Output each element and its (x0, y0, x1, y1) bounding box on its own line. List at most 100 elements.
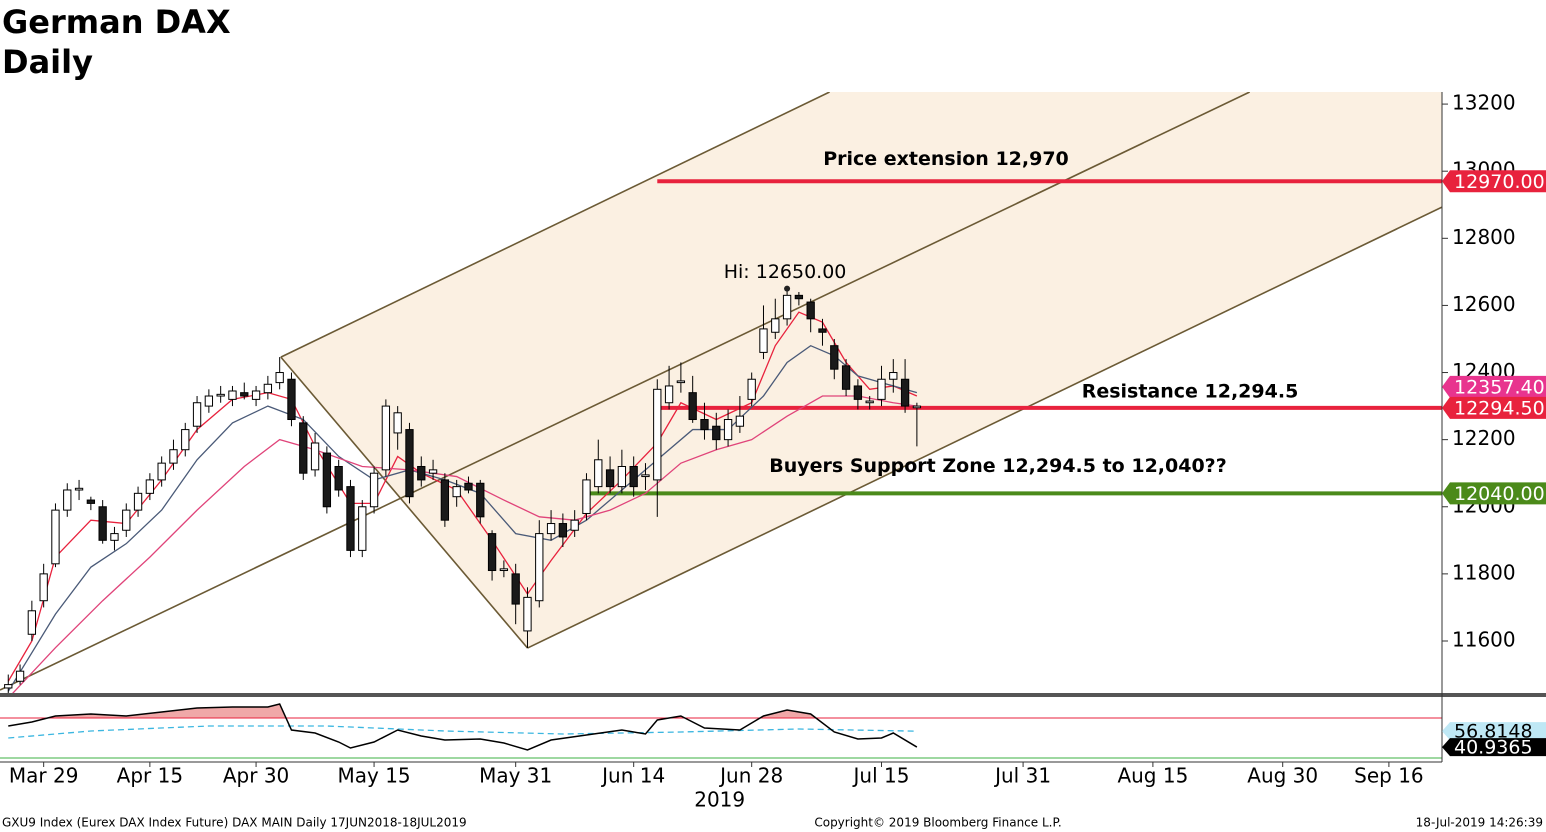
x-tick-label: Aug 15 (1117, 764, 1188, 788)
x-tick-label: Jun 14 (600, 764, 665, 788)
x-tick-label: Jul 31 (993, 764, 1051, 788)
candle-body (806, 301, 815, 320)
price-tag-label: 12040.00 (1454, 483, 1545, 505)
chart-subtitle: Daily (2, 43, 93, 81)
candle-body (4, 684, 13, 689)
price-tag (1442, 170, 1546, 193)
year-label: 2019 (694, 788, 745, 812)
trend-line (527, 206, 1442, 649)
candle-body (546, 523, 556, 535)
candle-body (735, 415, 745, 427)
candle-body (240, 392, 249, 397)
candle-body (39, 573, 48, 602)
candle-body (192, 402, 202, 427)
footer-center: Copyright© 2019 Bloomberg Finance L.P. (814, 816, 1061, 830)
candle-body (889, 372, 898, 380)
level-label: Resistance 12,294.5 (1082, 380, 1299, 402)
candle-body (15, 670, 25, 682)
candle-body (428, 469, 438, 474)
candle-body (263, 383, 273, 394)
candle-body (27, 610, 37, 635)
divider (0, 693, 1546, 697)
candle-body (830, 345, 839, 370)
candle-body (275, 372, 284, 384)
candle-body (712, 425, 721, 441)
level-label: Buyers Support Zone 12,294.5 to 12,040?? (769, 455, 1226, 477)
x-tick-label: Jul 15 (852, 764, 910, 788)
candle-body (499, 568, 509, 572)
candle-body (747, 378, 756, 400)
candle-body (216, 393, 225, 397)
x-tick-label: Apr 30 (223, 764, 289, 788)
high-label: Hi: 12650.00 (724, 261, 847, 283)
candle-body (570, 519, 579, 531)
candle-body (900, 378, 910, 407)
candle-body (251, 390, 261, 400)
price-tag (1442, 396, 1546, 419)
x-tick-label: Sep 16 (1354, 764, 1424, 788)
candle-body (523, 596, 532, 632)
candle-body (358, 506, 367, 551)
moving-average (12, 395, 917, 693)
candle-body (617, 465, 627, 488)
candle-body (558, 523, 568, 538)
moving-average (7, 311, 918, 682)
candle-body (133, 492, 143, 511)
candle-body (393, 412, 402, 434)
candle-body (204, 395, 214, 407)
candle-body (841, 365, 851, 390)
trend-line (280, 356, 529, 649)
candle-body (535, 533, 544, 602)
x-tick-label: May 15 (337, 764, 410, 788)
price-tag-label: 40.9365 (1454, 737, 1533, 759)
candle-body (487, 533, 497, 572)
candle-body (110, 533, 119, 541)
price-tag-label: 56.8148 (1454, 721, 1533, 743)
candle-body (169, 449, 178, 464)
candle-body (63, 489, 72, 511)
candle-body (74, 487, 84, 491)
candle-body (641, 474, 650, 478)
candle-body (181, 429, 190, 451)
candle-body (594, 459, 603, 488)
candle-body (310, 442, 320, 471)
level-label: Price extension 12,970 (823, 148, 1069, 170)
candle-body (86, 499, 96, 504)
price-panel: Price extension 12,970 Resistance 12,294.… (0, 92, 1442, 693)
y-tick-label: 11800 (1452, 560, 1516, 584)
candle-body (771, 318, 780, 333)
trend-line (280, 92, 830, 358)
x-tick-label: Jun 28 (718, 764, 783, 788)
x-tick-label: Mar 29 (9, 764, 79, 788)
candle-body (653, 388, 662, 481)
candle-body (452, 486, 461, 498)
candle-body (299, 422, 308, 474)
candle-body (605, 469, 615, 488)
footer-right: 18-Jul-2019 14:26:39 (1416, 816, 1543, 830)
x-tick-label: Apr 15 (117, 764, 183, 788)
candle-body (865, 400, 874, 404)
candle-body (582, 479, 591, 514)
rsi-line (8, 703, 918, 751)
candle-body (476, 482, 485, 518)
candle-body (122, 509, 131, 531)
y-tick-label: 11600 (1452, 627, 1516, 651)
y-tick-label: 12200 (1452, 426, 1516, 450)
rsi-signal (8, 725, 917, 739)
y-tick-label: 13200 (1452, 91, 1516, 115)
candle-body (405, 429, 414, 498)
candle-body (676, 380, 686, 384)
candle-body (98, 506, 107, 541)
chart-title: German DAX (2, 3, 231, 41)
candle-body (794, 294, 804, 300)
candle-body (782, 294, 792, 320)
trend-line (0, 92, 1250, 691)
x-tick-label: May 31 (479, 764, 552, 788)
price-tag (1442, 722, 1546, 741)
candle-body (700, 419, 709, 431)
candle-body (51, 509, 60, 565)
rsi-panel (0, 703, 1442, 759)
candle-body (688, 392, 697, 421)
